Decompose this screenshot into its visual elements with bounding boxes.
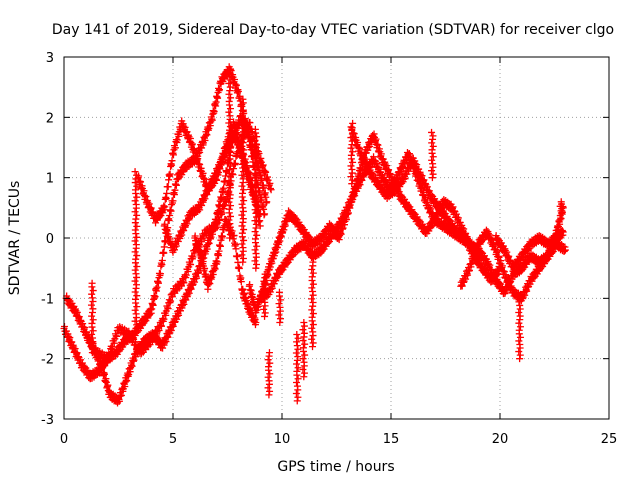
track-a-point [210, 107, 218, 115]
track-f-point [235, 265, 243, 273]
track-b-point [100, 370, 108, 378]
track-d-point [190, 146, 198, 154]
y-axis-label: SDTVAR / TECUs [7, 181, 23, 296]
track-c-point [106, 351, 114, 359]
track-f-point [252, 318, 260, 326]
x-tick-label: 15 [383, 432, 400, 447]
x-tick-label: 10 [274, 432, 291, 447]
track-a-point [169, 197, 177, 205]
track-a-point [158, 256, 166, 264]
track-a-point [167, 207, 175, 215]
track-d-point [161, 203, 169, 211]
track-d-point [168, 157, 176, 165]
track-a-point [156, 270, 164, 278]
track-a-point [153, 283, 161, 291]
track-f-point [232, 245, 240, 253]
track-c-point [218, 209, 226, 217]
track-f-point [230, 232, 238, 240]
track-c-point [180, 279, 188, 287]
track-b-point [218, 194, 226, 202]
track-d-point [196, 161, 204, 169]
x-tick-label: 0 [60, 432, 68, 447]
track-b-point [263, 198, 271, 206]
track-c-point [182, 271, 190, 279]
track-d-point [173, 136, 181, 144]
track-a-point [172, 181, 180, 189]
track-b-point [194, 268, 202, 276]
x-axis-label: GPS time / hours [277, 459, 394, 475]
track-c-point [267, 186, 275, 194]
y-tick-label: 0 [46, 232, 54, 247]
track-d-point [171, 144, 179, 152]
track-f-point [201, 264, 209, 272]
y-tick-label: -3 [41, 413, 54, 428]
track-e-point [256, 222, 264, 230]
data-points [60, 63, 569, 407]
track-c-point [189, 253, 197, 261]
track-a-point [160, 249, 168, 257]
track-a-point [160, 243, 168, 251]
track-a-point [258, 196, 266, 204]
track-a-point [216, 86, 224, 94]
track-f-point [198, 254, 206, 262]
track-c-point [246, 119, 254, 127]
track-g-point [247, 287, 255, 295]
track-f-point [215, 247, 223, 255]
track-a-point [149, 301, 157, 309]
track-d-point [166, 170, 174, 178]
y-tick-label: -1 [41, 292, 54, 307]
chart-title: Day 141 of 2019, Sidereal Day-to-day VTE… [52, 22, 614, 38]
track-b-point [117, 391, 125, 399]
y-tick-label: 1 [46, 172, 54, 187]
track-a-point [151, 293, 159, 301]
y-tick-label: 3 [46, 51, 54, 66]
track-a-point [208, 116, 216, 124]
track-d-point [163, 189, 171, 197]
track-a-point [234, 87, 242, 95]
track-f-point [213, 258, 221, 266]
track-e-point [163, 226, 171, 234]
track-d-point [164, 183, 172, 191]
track-a-point [171, 186, 179, 194]
y-tick-label: -2 [41, 353, 54, 368]
track-c-point [187, 261, 195, 269]
track-c-point [167, 297, 175, 305]
track-b-point [221, 178, 229, 186]
track-d-point [231, 123, 239, 131]
track-c-point [231, 160, 239, 168]
y-tick-label: 2 [46, 111, 54, 126]
x-tick-label: 20 [492, 432, 509, 447]
track-g-point [374, 141, 382, 149]
track-f-point [216, 242, 224, 250]
track-e-point [245, 169, 253, 177]
track-c-point [160, 315, 168, 323]
track-f-point [218, 232, 226, 240]
x-tick-label: 25 [601, 432, 618, 447]
track-c-point [262, 168, 270, 176]
x-tick-label: 5 [169, 432, 177, 447]
track-c-point [108, 343, 116, 351]
track-b-point [260, 184, 268, 192]
track-b-point [130, 356, 138, 364]
track-b-point [220, 184, 228, 192]
track-f-point [237, 278, 245, 286]
track-f-point [233, 252, 241, 260]
